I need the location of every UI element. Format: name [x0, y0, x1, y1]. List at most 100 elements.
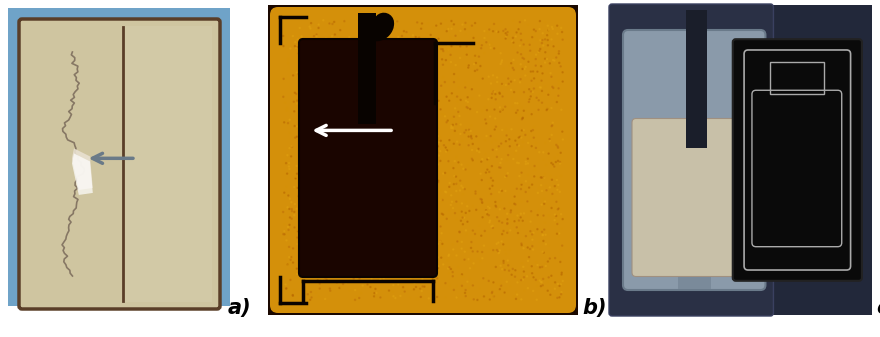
Point	[551, 281, 565, 286]
Point	[534, 64, 548, 69]
Point	[444, 43, 458, 49]
Point	[515, 117, 529, 122]
Point	[378, 116, 392, 121]
Point	[534, 279, 548, 285]
Point	[402, 217, 416, 222]
Point	[329, 263, 343, 269]
Point	[312, 49, 326, 55]
Point	[365, 130, 379, 135]
Point	[368, 135, 382, 141]
Point	[504, 272, 518, 277]
Point	[329, 55, 343, 61]
Point	[490, 75, 504, 80]
Point	[407, 226, 422, 232]
Point	[465, 239, 479, 245]
Point	[453, 28, 467, 34]
Point	[502, 81, 516, 87]
Point	[385, 211, 399, 216]
Point	[307, 267, 321, 273]
Point	[517, 42, 531, 47]
Point	[392, 249, 407, 254]
Point	[295, 34, 309, 39]
Point	[467, 53, 481, 58]
Point	[489, 144, 503, 150]
Point	[319, 126, 334, 131]
Point	[444, 202, 458, 208]
Point	[324, 41, 338, 47]
Point	[352, 159, 366, 164]
Point	[517, 287, 532, 293]
Point	[297, 294, 312, 300]
Point	[403, 295, 417, 300]
Point	[313, 229, 327, 235]
Point	[305, 240, 319, 245]
Point	[315, 269, 329, 274]
Point	[425, 218, 439, 223]
Point	[466, 45, 480, 51]
Point	[306, 172, 320, 178]
Point	[522, 254, 536, 260]
Point	[481, 74, 495, 80]
Point	[326, 145, 340, 150]
Point	[356, 283, 370, 288]
Point	[295, 110, 309, 116]
Point	[288, 43, 302, 49]
Point	[429, 23, 444, 28]
Point	[370, 92, 384, 97]
Point	[417, 203, 431, 209]
Point	[387, 81, 401, 86]
Point	[543, 292, 557, 298]
Point	[516, 277, 530, 282]
Point	[354, 273, 368, 278]
Point	[332, 262, 346, 267]
Point	[304, 26, 318, 31]
Point	[365, 224, 379, 230]
Point	[535, 100, 549, 105]
Point	[307, 33, 321, 39]
Point	[553, 283, 567, 288]
Point	[307, 173, 321, 178]
Point	[434, 255, 448, 261]
Point	[422, 136, 436, 141]
Point	[367, 222, 381, 228]
Point	[382, 288, 396, 293]
Point	[386, 24, 400, 29]
Point	[519, 234, 533, 239]
Point	[407, 201, 421, 206]
Point	[459, 247, 473, 252]
Point	[458, 27, 472, 32]
Point	[407, 246, 422, 251]
Point	[363, 146, 377, 151]
Point	[336, 63, 350, 69]
Point	[416, 169, 430, 174]
Point	[529, 63, 543, 68]
Point	[449, 181, 463, 187]
Point	[398, 191, 412, 196]
Point	[386, 205, 400, 210]
Point	[311, 278, 325, 283]
Point	[315, 198, 329, 204]
Point	[450, 283, 464, 289]
Point	[278, 100, 292, 105]
Point	[467, 264, 481, 270]
Point	[291, 181, 305, 186]
Point	[465, 23, 479, 28]
Point	[425, 251, 439, 257]
Point	[438, 18, 452, 23]
Point	[356, 93, 370, 99]
Point	[485, 95, 499, 100]
Point	[392, 178, 407, 184]
Point	[398, 289, 412, 294]
Point	[316, 86, 330, 91]
Point	[315, 237, 329, 242]
Point	[442, 252, 456, 257]
Point	[303, 141, 317, 146]
Point	[540, 23, 554, 28]
Point	[480, 29, 494, 35]
Point	[419, 57, 433, 63]
Point	[365, 155, 379, 161]
Point	[283, 46, 297, 51]
Point	[406, 152, 420, 157]
Point	[385, 165, 400, 171]
Point	[545, 37, 559, 42]
